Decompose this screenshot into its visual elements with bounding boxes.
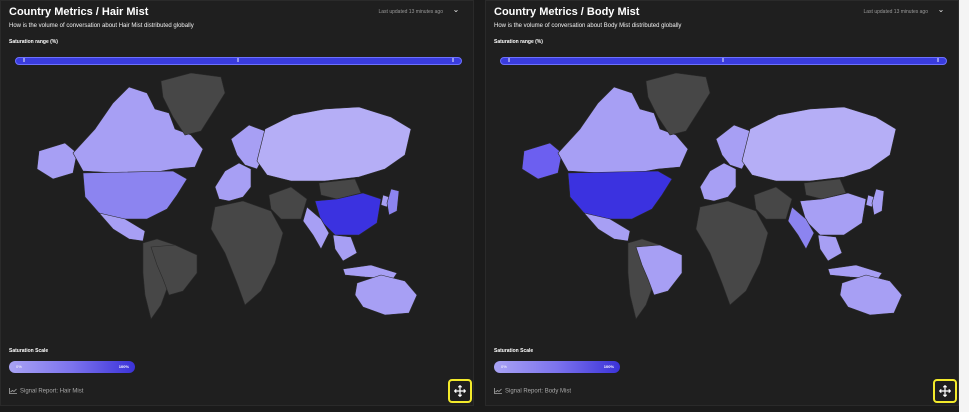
region-usa[interactable]: [567, 170, 673, 220]
saturation-range-slider[interactable]: ‖ ‖ ‖: [500, 57, 947, 65]
range-min-handle[interactable]: ‖: [507, 58, 511, 64]
world-choropleth-map: [521, 72, 903, 320]
panel-subtitle: How is the volume of conversation about …: [494, 23, 682, 29]
signal-report-label: Signal Report: Hair Mist: [20, 388, 84, 395]
region-china[interactable]: [799, 192, 867, 236]
panel-title: Country Metrics / Hair Mist: [9, 6, 149, 18]
region-alaska[interactable]: [521, 142, 563, 180]
region-india[interactable]: [787, 206, 815, 250]
country-metrics-panel-hair-mist: Country Metrics / Hair Mist Last updated…: [0, 0, 474, 406]
signal-report-label: Signal Report: Body Mist: [505, 388, 572, 395]
range-min-handle[interactable]: ‖: [22, 58, 26, 64]
region-africa[interactable]: [210, 200, 284, 306]
scale-min-label: 0%: [16, 364, 22, 369]
saturation-range-label: Saturation range (%): [494, 39, 543, 45]
saturation-range-slider[interactable]: ‖ ‖ ‖: [15, 57, 462, 65]
saturation-scale-label: Saturation Scale: [494, 348, 534, 354]
region-alaska[interactable]: [36, 142, 78, 180]
chevron-down-icon[interactable]: ⌄: [937, 5, 945, 14]
region-europe-west[interactable]: [214, 162, 252, 202]
saturation-scale-bar: 0% 100%: [9, 361, 135, 373]
drag-move-button[interactable]: [933, 379, 957, 403]
line-chart-icon: [9, 388, 17, 394]
region-china[interactable]: [314, 192, 382, 236]
line-chart-icon: [494, 388, 502, 394]
region-africa[interactable]: [695, 200, 769, 306]
region-russia[interactable]: [741, 106, 897, 182]
region-usa[interactable]: [82, 170, 188, 220]
region-india[interactable]: [302, 206, 330, 250]
scale-min-label: 0%: [501, 364, 507, 369]
region-russia[interactable]: [256, 106, 412, 182]
world-choropleth-map: [36, 72, 418, 320]
chevron-down-icon[interactable]: ⌄: [452, 5, 460, 14]
region-australia[interactable]: [354, 274, 418, 316]
move-arrows-icon: [454, 385, 466, 397]
region-mexico[interactable]: [98, 212, 146, 242]
region-middle-east[interactable]: [753, 186, 793, 220]
saturation-range-label: Saturation range (%): [9, 39, 58, 45]
range-mid-handle[interactable]: ‖: [236, 58, 240, 64]
region-japan[interactable]: [871, 188, 885, 216]
window-edge: [959, 0, 969, 412]
region-mexico[interactable]: [583, 212, 631, 242]
saturation-scale-label: Saturation Scale: [9, 348, 49, 354]
move-arrows-icon: [939, 385, 951, 397]
range-mid-handle[interactable]: ‖: [721, 58, 725, 64]
region-japan[interactable]: [386, 188, 400, 216]
panel-title: Country Metrics / Body Mist: [494, 6, 640, 18]
drag-move-button[interactable]: [448, 379, 472, 403]
last-updated-text: Last updated 13 minutes ago: [863, 9, 929, 15]
signal-report-link[interactable]: Signal Report: Hair Mist: [9, 388, 83, 395]
region-brazil[interactable]: [635, 244, 683, 296]
saturation-scale-bar: 0% 100%: [494, 361, 620, 373]
range-max-handle[interactable]: ‖: [451, 58, 455, 64]
scale-max-label: 100%: [118, 364, 129, 369]
region-se-asia[interactable]: [817, 234, 843, 262]
region-middle-east[interactable]: [268, 186, 308, 220]
region-greenland[interactable]: [160, 72, 226, 136]
range-max-handle[interactable]: ‖: [936, 58, 940, 64]
region-greenland[interactable]: [645, 72, 711, 136]
last-updated-text: Last updated 13 minutes ago: [378, 9, 444, 15]
country-metrics-panel-body-mist: Country Metrics / Body Mist Last updated…: [485, 0, 959, 406]
region-brazil[interactable]: [150, 244, 198, 296]
scale-max-label: 100%: [603, 364, 614, 369]
signal-report-link[interactable]: Signal Report: Body Mist: [494, 388, 571, 395]
region-se-asia[interactable]: [332, 234, 358, 262]
panel-subtitle: How is the volume of conversation about …: [9, 23, 194, 29]
region-australia[interactable]: [839, 274, 903, 316]
region-europe-west[interactable]: [699, 162, 737, 202]
